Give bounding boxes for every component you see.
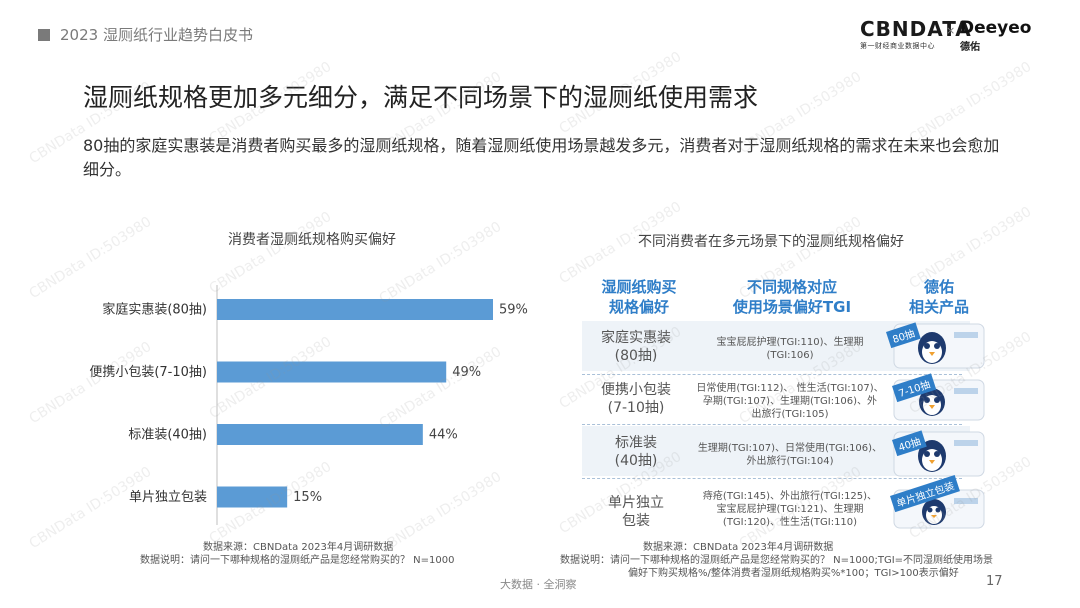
bar bbox=[217, 299, 493, 320]
bar-category-label: 家庭实惠装(80抽) bbox=[102, 302, 207, 318]
table-title: 不同消费者在多元场景下的湿厕纸规格偏好 bbox=[638, 234, 904, 250]
deeyeo-logo: Deeyeo 德佑 bbox=[960, 18, 1031, 53]
table-row-scenes: 日常使用(TGI:112)、 性生活(TGI:107)、 孕期(TGI:107)… bbox=[695, 382, 885, 421]
scene-line: (TGI:120)、性生活(TGI:110) bbox=[722, 517, 858, 528]
spec-line: 家庭实惠装 bbox=[601, 330, 671, 346]
product-image: 40抽 bbox=[888, 426, 988, 478]
table-row-scenes: 痔疮(TGI:145)、外出旅行(TGI:125)、 宝宝屁屁护理(TGI:12… bbox=[695, 490, 885, 529]
spec-line: 单片独立 bbox=[608, 495, 664, 511]
cbndata-logo-subtitle: 第一财经商业数据中心 bbox=[860, 42, 935, 50]
cbndata-logo: CBNDATA 第一财经商业数据中心 bbox=[860, 17, 972, 51]
cbndata-logo-text: CBNDATA bbox=[860, 17, 972, 41]
spec-line: (40抽) bbox=[614, 453, 658, 469]
footer-slogan: 大数据 · 全洞察 bbox=[500, 578, 577, 591]
right-source-line: 数据来源：CBNData 2023年4月调研数据 bbox=[643, 542, 834, 553]
header-square bbox=[38, 29, 50, 41]
scene-line: 宝宝屁屁护理(TGI:121)、生理期 bbox=[716, 504, 864, 515]
spec-line: 包装 bbox=[622, 513, 650, 529]
table-row-spec: 标准装 (40抽) bbox=[582, 434, 690, 470]
table-row-spec: 家庭实惠装 (80抽) bbox=[582, 329, 690, 365]
table-row-scenes: 生理期(TGI:107)、日常使用(TGI:106)、 外出旅行(TGI:104… bbox=[695, 442, 885, 468]
spec-line: (80抽) bbox=[614, 348, 658, 364]
bar bbox=[217, 486, 288, 508]
bar bbox=[217, 361, 447, 383]
table-header-products-line: 德佑 bbox=[923, 278, 954, 296]
scene-line: 外出旅行(TGI:104) bbox=[746, 456, 834, 467]
right-source-description: 数据说明：请问一下哪种规格的湿厕纸产品是您经常购买的？ N=1000;TGI=不… bbox=[560, 555, 994, 566]
table-header-products-line: 相关产品 bbox=[908, 298, 969, 316]
scene-line: 出旅行(TGI:105) bbox=[751, 409, 829, 420]
table-header-spec-line: 规格偏好 bbox=[608, 298, 669, 316]
table-header-spec-line: 湿厕纸购买 bbox=[601, 278, 677, 296]
table-row-divider bbox=[582, 478, 962, 479]
bar-value-label: 44% bbox=[429, 428, 458, 443]
deeyeo-logo-subtitle: 德佑 bbox=[960, 42, 980, 53]
spec-line: 便携小包装 bbox=[601, 382, 671, 398]
watermark-text: CBNData ID:503980 bbox=[206, 208, 335, 298]
bar-value-label: 59% bbox=[499, 303, 528, 318]
bar-chart: 家庭实惠装(80抽) 59% 便携小包装(7-10抽) 49% 标准装(40抽) 44% 单… bbox=[89, 285, 528, 525]
bar-category-label: 单片独立包装 bbox=[129, 490, 207, 505]
scene-line: 痔疮(TGI:145)、外出旅行(TGI:125)、 bbox=[702, 491, 878, 502]
product-image: 80抽 bbox=[886, 318, 988, 370]
table-row-spec: 便携小包装 (7-10抽) bbox=[582, 381, 690, 417]
right-source-description-cont: 偏好下购买规格%/整体消费者湿厕纸规格购买%*100；TGI>100表示偏好 bbox=[628, 568, 959, 579]
left-source-line: 数据来源：CBNData 2023年4月调研数据 bbox=[203, 542, 394, 553]
table-row-divider bbox=[582, 424, 962, 425]
scene-line: 日常使用(TGI:112)、 性生活(TGI:107)、 bbox=[696, 383, 884, 394]
spec-line: (7-10抽) bbox=[607, 400, 665, 416]
page-title: 湿厕纸规格更加多元细分，满足不同场景下的湿厕纸使用需求 bbox=[83, 83, 759, 112]
table-row-scenes: 宝宝屁屁护理(TGI:110)、生理期 (TGI:106) bbox=[695, 336, 885, 362]
table-header-scenes-line: 不同规格对应 bbox=[746, 278, 837, 296]
left-source-description: 数据说明：请问一下哪种规格的湿厕纸产品是您经常购买的？ N=1000 bbox=[140, 555, 455, 566]
bar bbox=[217, 424, 423, 445]
bar-category-label: 便携小包装(7-10抽) bbox=[89, 364, 207, 380]
bar-category-label: 标准装(40抽) bbox=[128, 428, 207, 443]
table-header-spec: 湿厕纸购买 规格偏好 bbox=[580, 277, 698, 317]
bar-value-label: 15% bbox=[293, 490, 322, 505]
product-image: 7-10抽 bbox=[888, 372, 988, 424]
table-header-scenes: 不同规格对应 使用场景偏好TGI bbox=[712, 277, 872, 317]
spec-line: 标准装 bbox=[615, 435, 657, 451]
logo-separator: × bbox=[946, 24, 956, 37]
table-row-spec: 单片独立 包装 bbox=[582, 494, 690, 530]
scene-line: 孕期(TGI:107)、生理期(TGI:106)、外 bbox=[702, 396, 878, 407]
page-number: 17 bbox=[986, 574, 1003, 589]
table-header-scenes-line: 使用场景偏好TGI bbox=[732, 298, 852, 316]
table-row-divider bbox=[582, 374, 962, 375]
scene-line: (TGI:106) bbox=[766, 350, 814, 361]
right-source-note: 数据来源：CBNData 2023年4月调研数据 数据说明：请问一下哪种规格的湿… bbox=[560, 541, 993, 580]
left-source-note: 数据来源：CBNData 2023年4月调研数据 数据说明：请问一下哪种规格的湿… bbox=[140, 541, 455, 567]
deeyeo-logo-text: Deeyeo bbox=[960, 18, 1032, 38]
bar-value-label: 49% bbox=[452, 365, 481, 380]
page-description: 80抽的家庭实惠装是消费者购买最多的湿厕纸规格，随着湿厕纸使用场景越发多元，消费… bbox=[83, 136, 1000, 179]
scene-line: 宝宝屁屁护理(TGI:110)、生理期 bbox=[716, 337, 864, 348]
header-title: 2023 湿厕纸行业趋势白皮书 bbox=[60, 26, 253, 44]
bar-chart-title: 消费者湿厕纸规格购买偏好 bbox=[228, 232, 396, 248]
table-header-products: 德佑 相关产品 bbox=[880, 277, 998, 317]
product-image: 单片独立包装 bbox=[888, 474, 988, 532]
scene-line: 生理期(TGI:107)、日常使用(TGI:106)、 bbox=[697, 443, 883, 454]
